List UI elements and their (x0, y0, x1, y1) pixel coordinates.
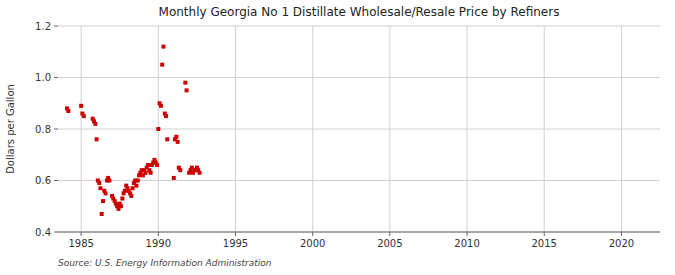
tick-label: 2010 (454, 238, 479, 249)
point (134, 184, 138, 188)
tick-mark (54, 232, 58, 233)
tick-label: 0.6 (35, 175, 51, 186)
tick-label: 1990 (146, 238, 171, 249)
point (174, 135, 178, 139)
point (156, 127, 160, 131)
tick-label: 2005 (377, 238, 402, 249)
point (119, 204, 123, 208)
point (107, 179, 111, 183)
point (79, 104, 83, 108)
tick-mark (158, 232, 159, 236)
tick-mark (467, 232, 468, 236)
chart: 1985 1990 1995 2000 2005 2010 2015 2020 0.4 0.6 0.… (0, 0, 675, 275)
tick-mark (54, 180, 58, 181)
point (161, 45, 165, 49)
source: Source: U.S. Energy Information Administ… (58, 258, 272, 268)
point (164, 114, 168, 118)
point (160, 63, 164, 67)
grid-line (58, 232, 660, 233)
tick-mark (54, 129, 58, 130)
tick-label: 1.0 (35, 72, 51, 83)
point (131, 186, 135, 190)
point (146, 163, 150, 167)
tick-mark (54, 26, 58, 27)
point (172, 176, 176, 180)
grid-line (58, 129, 660, 130)
point (183, 81, 187, 85)
tick-label: 2020 (609, 238, 634, 249)
tick-mark (389, 232, 390, 236)
point (104, 191, 108, 195)
point (144, 171, 148, 175)
grid-line (58, 180, 660, 181)
grid-line (58, 26, 660, 27)
tick-label: 0.4 (35, 227, 51, 238)
point (155, 163, 159, 167)
tick-label: 0.8 (35, 124, 51, 135)
tick-mark (312, 232, 313, 236)
point (185, 88, 189, 92)
x-axis-line (58, 232, 660, 233)
point (178, 168, 182, 172)
points (65, 45, 202, 216)
point (120, 197, 124, 201)
tick-label: 1995 (223, 238, 248, 249)
point (129, 194, 133, 198)
point (176, 140, 180, 144)
point (100, 212, 104, 216)
point (165, 137, 169, 141)
point (98, 186, 102, 190)
title: Monthly Georgia No 1 Distillate Wholesal… (159, 5, 560, 19)
grid-line (58, 77, 660, 78)
axes: 1985 1990 1995 2000 2005 2010 2015 2020 0.4 0.6 0.… (35, 21, 660, 250)
plot-area (58, 26, 660, 232)
point (82, 114, 86, 118)
y-axis-label: Dollars per Gallon (5, 84, 16, 174)
point (101, 199, 105, 203)
grid (58, 26, 660, 232)
tick-label: 1.2 (35, 21, 51, 32)
tick-mark (54, 77, 58, 78)
point (198, 171, 202, 175)
tick-label: 2000 (300, 238, 325, 249)
point (93, 122, 97, 126)
point (95, 137, 99, 141)
point (149, 171, 153, 175)
point (159, 104, 163, 108)
point (97, 181, 101, 185)
tick-label: 2015 (532, 238, 557, 249)
tick-mark (621, 232, 622, 236)
point (66, 109, 70, 113)
tick-mark (544, 232, 545, 236)
tick-mark (235, 232, 236, 236)
tick-label: 1985 (68, 238, 93, 249)
tick-mark (81, 232, 82, 236)
point (136, 179, 140, 183)
